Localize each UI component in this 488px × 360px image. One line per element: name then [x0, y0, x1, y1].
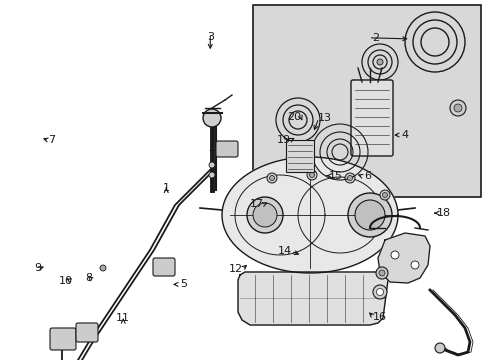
Circle shape [382, 193, 386, 198]
Text: 19: 19 [276, 135, 290, 145]
Circle shape [372, 285, 386, 299]
Circle shape [309, 172, 314, 177]
Text: 10: 10 [58, 276, 72, 286]
Circle shape [376, 288, 383, 296]
Circle shape [246, 197, 283, 233]
Text: 9: 9 [34, 263, 41, 273]
Circle shape [208, 172, 215, 178]
Text: 18: 18 [436, 208, 450, 218]
Circle shape [449, 100, 465, 116]
Circle shape [208, 162, 215, 168]
Circle shape [266, 173, 276, 183]
Text: 14: 14 [277, 246, 291, 256]
Circle shape [203, 109, 221, 127]
Text: 20: 20 [287, 112, 301, 122]
Circle shape [390, 251, 398, 259]
Circle shape [434, 343, 444, 353]
Text: 2: 2 [371, 33, 378, 43]
Circle shape [347, 193, 391, 237]
Text: 13: 13 [317, 113, 331, 123]
Circle shape [306, 170, 316, 180]
Text: 17: 17 [249, 199, 264, 210]
Text: 4: 4 [400, 130, 407, 140]
Text: 1: 1 [163, 183, 169, 193]
Circle shape [269, 176, 274, 180]
Text: 5: 5 [180, 279, 186, 289]
Circle shape [453, 104, 461, 112]
Text: 8: 8 [84, 273, 92, 283]
Polygon shape [222, 157, 397, 273]
Circle shape [379, 190, 389, 200]
Text: 7: 7 [48, 135, 55, 145]
Bar [285, 140, 313, 172]
Polygon shape [377, 233, 429, 283]
Bar [252, 5, 480, 197]
Polygon shape [238, 272, 387, 325]
Circle shape [375, 267, 387, 279]
FancyBboxPatch shape [350, 80, 392, 156]
Circle shape [376, 59, 382, 65]
Text: 12: 12 [228, 264, 243, 274]
Circle shape [252, 203, 276, 227]
Text: 16: 16 [372, 312, 386, 322]
Circle shape [354, 200, 384, 230]
Circle shape [100, 265, 106, 271]
Text: 3: 3 [206, 32, 213, 42]
Text: 11: 11 [116, 313, 130, 323]
FancyBboxPatch shape [153, 258, 175, 276]
Text: 15: 15 [328, 171, 342, 181]
Circle shape [347, 176, 352, 180]
Text: 6: 6 [364, 171, 370, 181]
Circle shape [410, 261, 418, 269]
Circle shape [378, 270, 384, 276]
Circle shape [345, 173, 354, 183]
FancyBboxPatch shape [216, 141, 238, 157]
FancyBboxPatch shape [50, 328, 76, 350]
FancyBboxPatch shape [76, 323, 98, 342]
